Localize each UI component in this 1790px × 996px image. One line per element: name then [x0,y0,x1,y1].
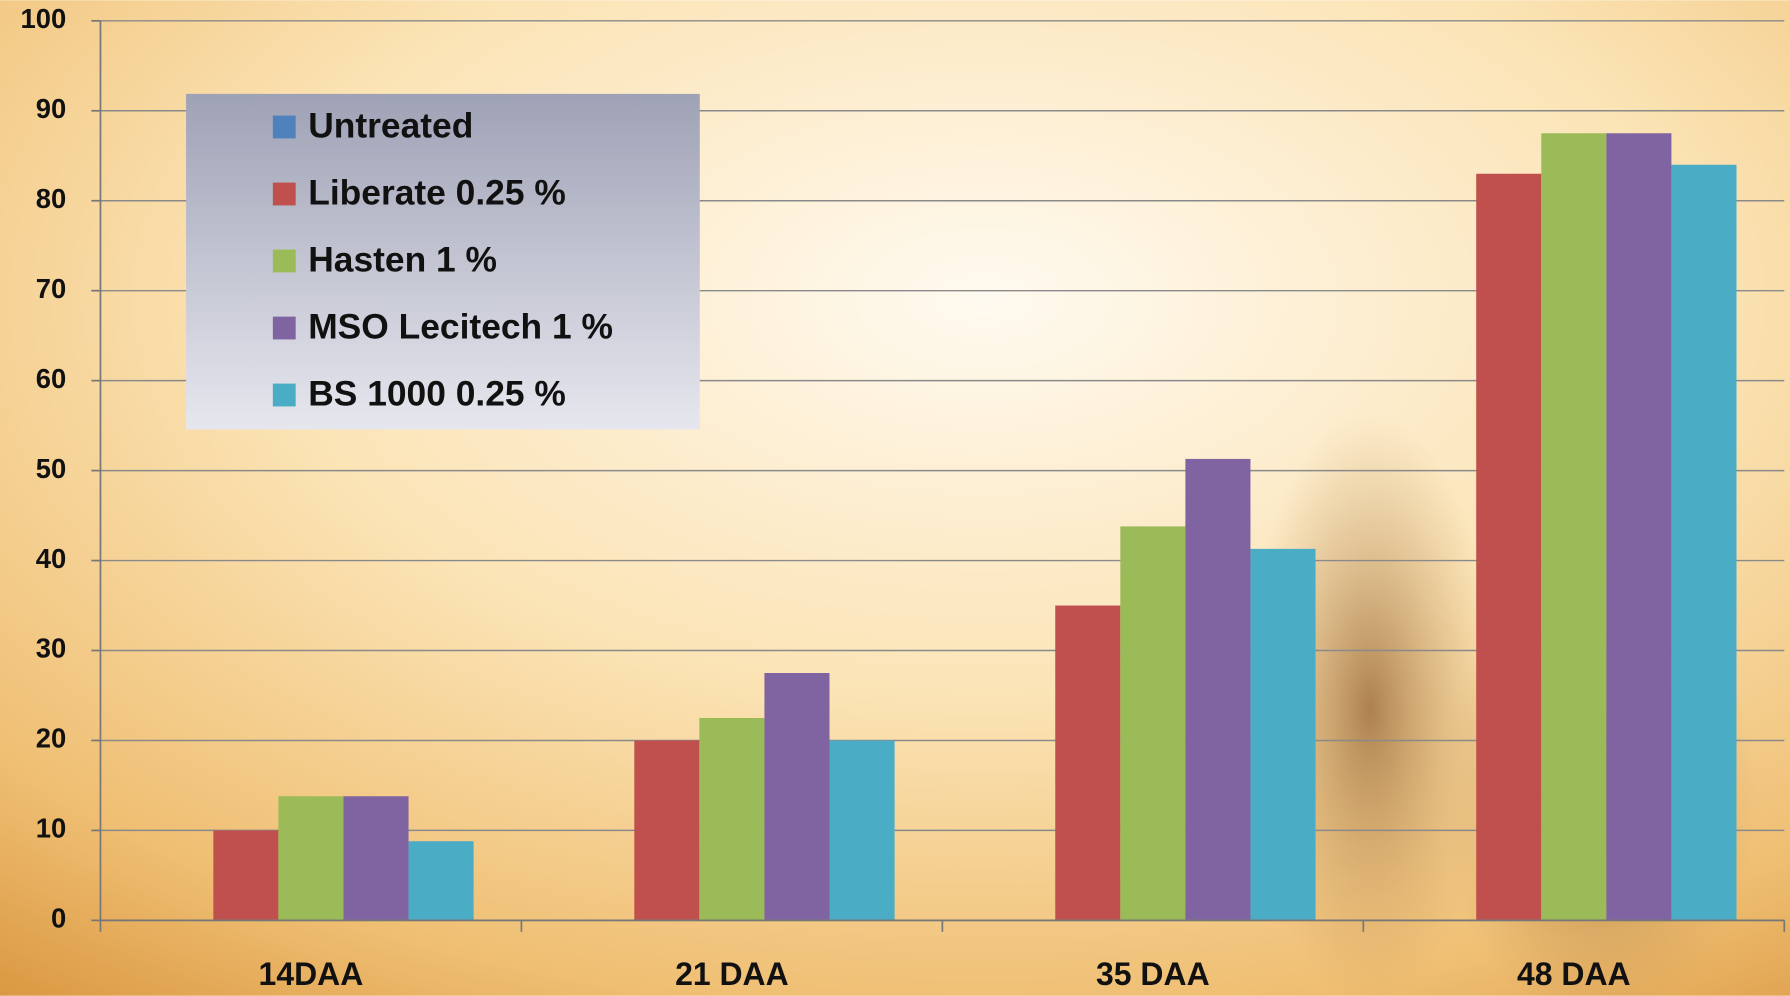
legend-swatch [273,250,296,273]
y-tick-label: 80 [36,183,66,214]
x-tick-label: 48 DAA [1517,956,1631,992]
bar [409,841,474,920]
y-tick-label: 20 [36,723,66,754]
bar [1606,133,1671,920]
bar [213,830,278,920]
y-tick-label: 50 [36,453,66,484]
legend-label: Untreated [308,106,473,145]
bar [343,796,408,920]
legend-swatch [273,116,296,139]
page: 0 10 20 30 40 50 60 70 80 90 100 14DAA 21 DAA 35 DAA 4… [0,0,1790,996]
x-tick-label: 21 DAA [675,956,789,992]
y-tick-label: 60 [36,363,66,394]
y-tick-label: 70 [36,273,66,304]
bar [1671,165,1736,921]
legend-label: BS 1000 0.25 % [308,375,566,414]
bar [1055,606,1120,921]
bar [1476,174,1541,921]
x-tick-label: 35 DAA [1096,956,1210,992]
bar [1185,459,1250,920]
y-tick-label: 10 [36,813,66,844]
bar [1120,526,1185,920]
y-tick-label: 100 [21,3,67,34]
chart: 0 10 20 30 40 50 60 70 80 90 100 14DAA 21 DAA 35 DAA 4… [0,0,1790,996]
legend-label: Hasten 1 % [308,240,497,279]
y-tick-label: 0 [51,903,66,934]
legend-swatch [273,384,296,407]
bar [278,796,343,920]
x-tick-label: 14DAA [259,956,364,992]
y-tick-label: 30 [36,633,66,664]
legend-label: MSO Lecitech 1 % [308,308,613,347]
legend-swatch [273,183,296,206]
legend-swatch [273,317,296,340]
bar [1541,133,1606,920]
bar [634,740,699,920]
y-tick-label: 40 [36,543,66,574]
y-tick-label: 90 [36,93,66,124]
bar [1250,549,1315,921]
bar [699,718,764,920]
legend-label: Liberate 0.25 % [308,173,566,212]
bar [830,740,895,920]
bar [764,673,829,920]
